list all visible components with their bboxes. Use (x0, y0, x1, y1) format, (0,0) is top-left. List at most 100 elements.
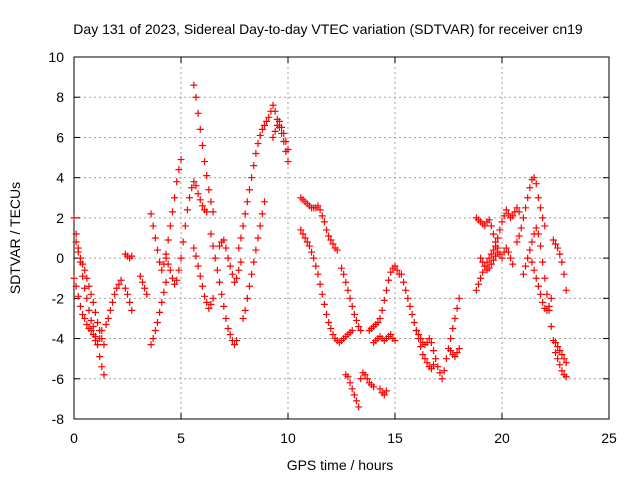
data-point (166, 222, 174, 230)
series-arc18 (297, 194, 341, 254)
data-point (83, 274, 91, 282)
data-point (400, 278, 408, 286)
data-point (507, 254, 515, 262)
data-point (515, 232, 523, 240)
data-point (76, 302, 84, 310)
data-point (534, 194, 542, 202)
data-point (231, 341, 238, 349)
data-point (186, 194, 194, 202)
data-point (153, 318, 161, 326)
data-point (397, 270, 405, 278)
data-point (327, 325, 335, 332)
plot-frame (73, 56, 610, 420)
y-tick-label: 2 (56, 210, 64, 226)
data-point (314, 202, 322, 210)
data-point (504, 210, 512, 218)
data-point (226, 331, 234, 339)
data-point (552, 349, 559, 357)
data-point (81, 266, 89, 274)
data-point (254, 139, 262, 147)
data-point (323, 226, 331, 234)
data-point (423, 359, 431, 367)
data-point (479, 258, 487, 266)
data-point (558, 351, 566, 359)
data-point (539, 214, 547, 222)
data-point (509, 212, 517, 220)
series-arc27 (447, 345, 463, 361)
series-arc10 (162, 178, 211, 288)
data-point (269, 133, 277, 141)
data-point (314, 270, 322, 278)
data-point (534, 282, 542, 290)
data-point (181, 222, 189, 230)
data-point (243, 198, 251, 206)
data-point (211, 254, 219, 262)
data-point (451, 353, 459, 361)
data-point (556, 361, 564, 369)
data-point (222, 244, 230, 252)
data-point (496, 226, 504, 234)
data-point (532, 180, 540, 188)
data-point (273, 121, 281, 129)
x-tick-label: 10 (280, 430, 296, 446)
data-point (528, 238, 536, 246)
data-point (153, 246, 161, 254)
data-point (547, 322, 555, 330)
data-point (526, 184, 534, 192)
data-point (239, 222, 247, 230)
data-point (537, 242, 545, 250)
data-point (344, 286, 352, 294)
data-point (207, 300, 215, 308)
data-point (539, 298, 547, 306)
data-point (558, 367, 566, 375)
series-arc8 (147, 278, 170, 349)
data-point (487, 222, 495, 230)
x-tick-label: 25 (601, 430, 617, 446)
data-point (447, 335, 455, 343)
data-point (318, 290, 326, 298)
data-point (256, 222, 264, 230)
series-arc30 (477, 248, 502, 274)
data-point (233, 274, 241, 282)
data-point (87, 327, 95, 335)
series-arc4 (102, 276, 125, 328)
data-point (85, 282, 93, 290)
data-point (357, 375, 365, 383)
x-tick-label: 20 (494, 430, 510, 446)
data-point (537, 204, 545, 212)
data-point (220, 236, 228, 244)
data-point (513, 238, 521, 246)
data-point (258, 210, 266, 218)
data-point (205, 304, 213, 312)
data-point (526, 246, 534, 254)
data-point (205, 186, 213, 194)
data-point (194, 262, 202, 270)
data-point (481, 222, 489, 230)
data-point (260, 121, 268, 129)
data-point (233, 337, 241, 345)
data-point (547, 294, 555, 302)
y-tick-label: 8 (56, 89, 64, 105)
data-point (162, 278, 170, 286)
data-point (487, 260, 495, 268)
data-point (104, 314, 112, 322)
data-point (498, 254, 506, 262)
data-point (541, 222, 549, 230)
data-point (494, 248, 502, 256)
data-point (250, 162, 258, 170)
data-point (370, 383, 378, 391)
data-point (258, 125, 266, 133)
data-point (357, 327, 365, 335)
data-point (147, 210, 155, 218)
axis-ticks: 0 5 10 15 20 25 -8 -6 -4 -2 0 2 4 6 8 10 (48, 49, 617, 446)
data-point (284, 158, 292, 166)
y-tick-label: -8 (52, 411, 65, 427)
data-point (552, 339, 559, 347)
data-point (352, 397, 360, 405)
data-point (562, 359, 570, 367)
data-point (434, 363, 442, 371)
data-point (190, 178, 198, 186)
data-point (323, 310, 331, 318)
series-arc2 (70, 274, 106, 349)
data-point (241, 306, 249, 314)
